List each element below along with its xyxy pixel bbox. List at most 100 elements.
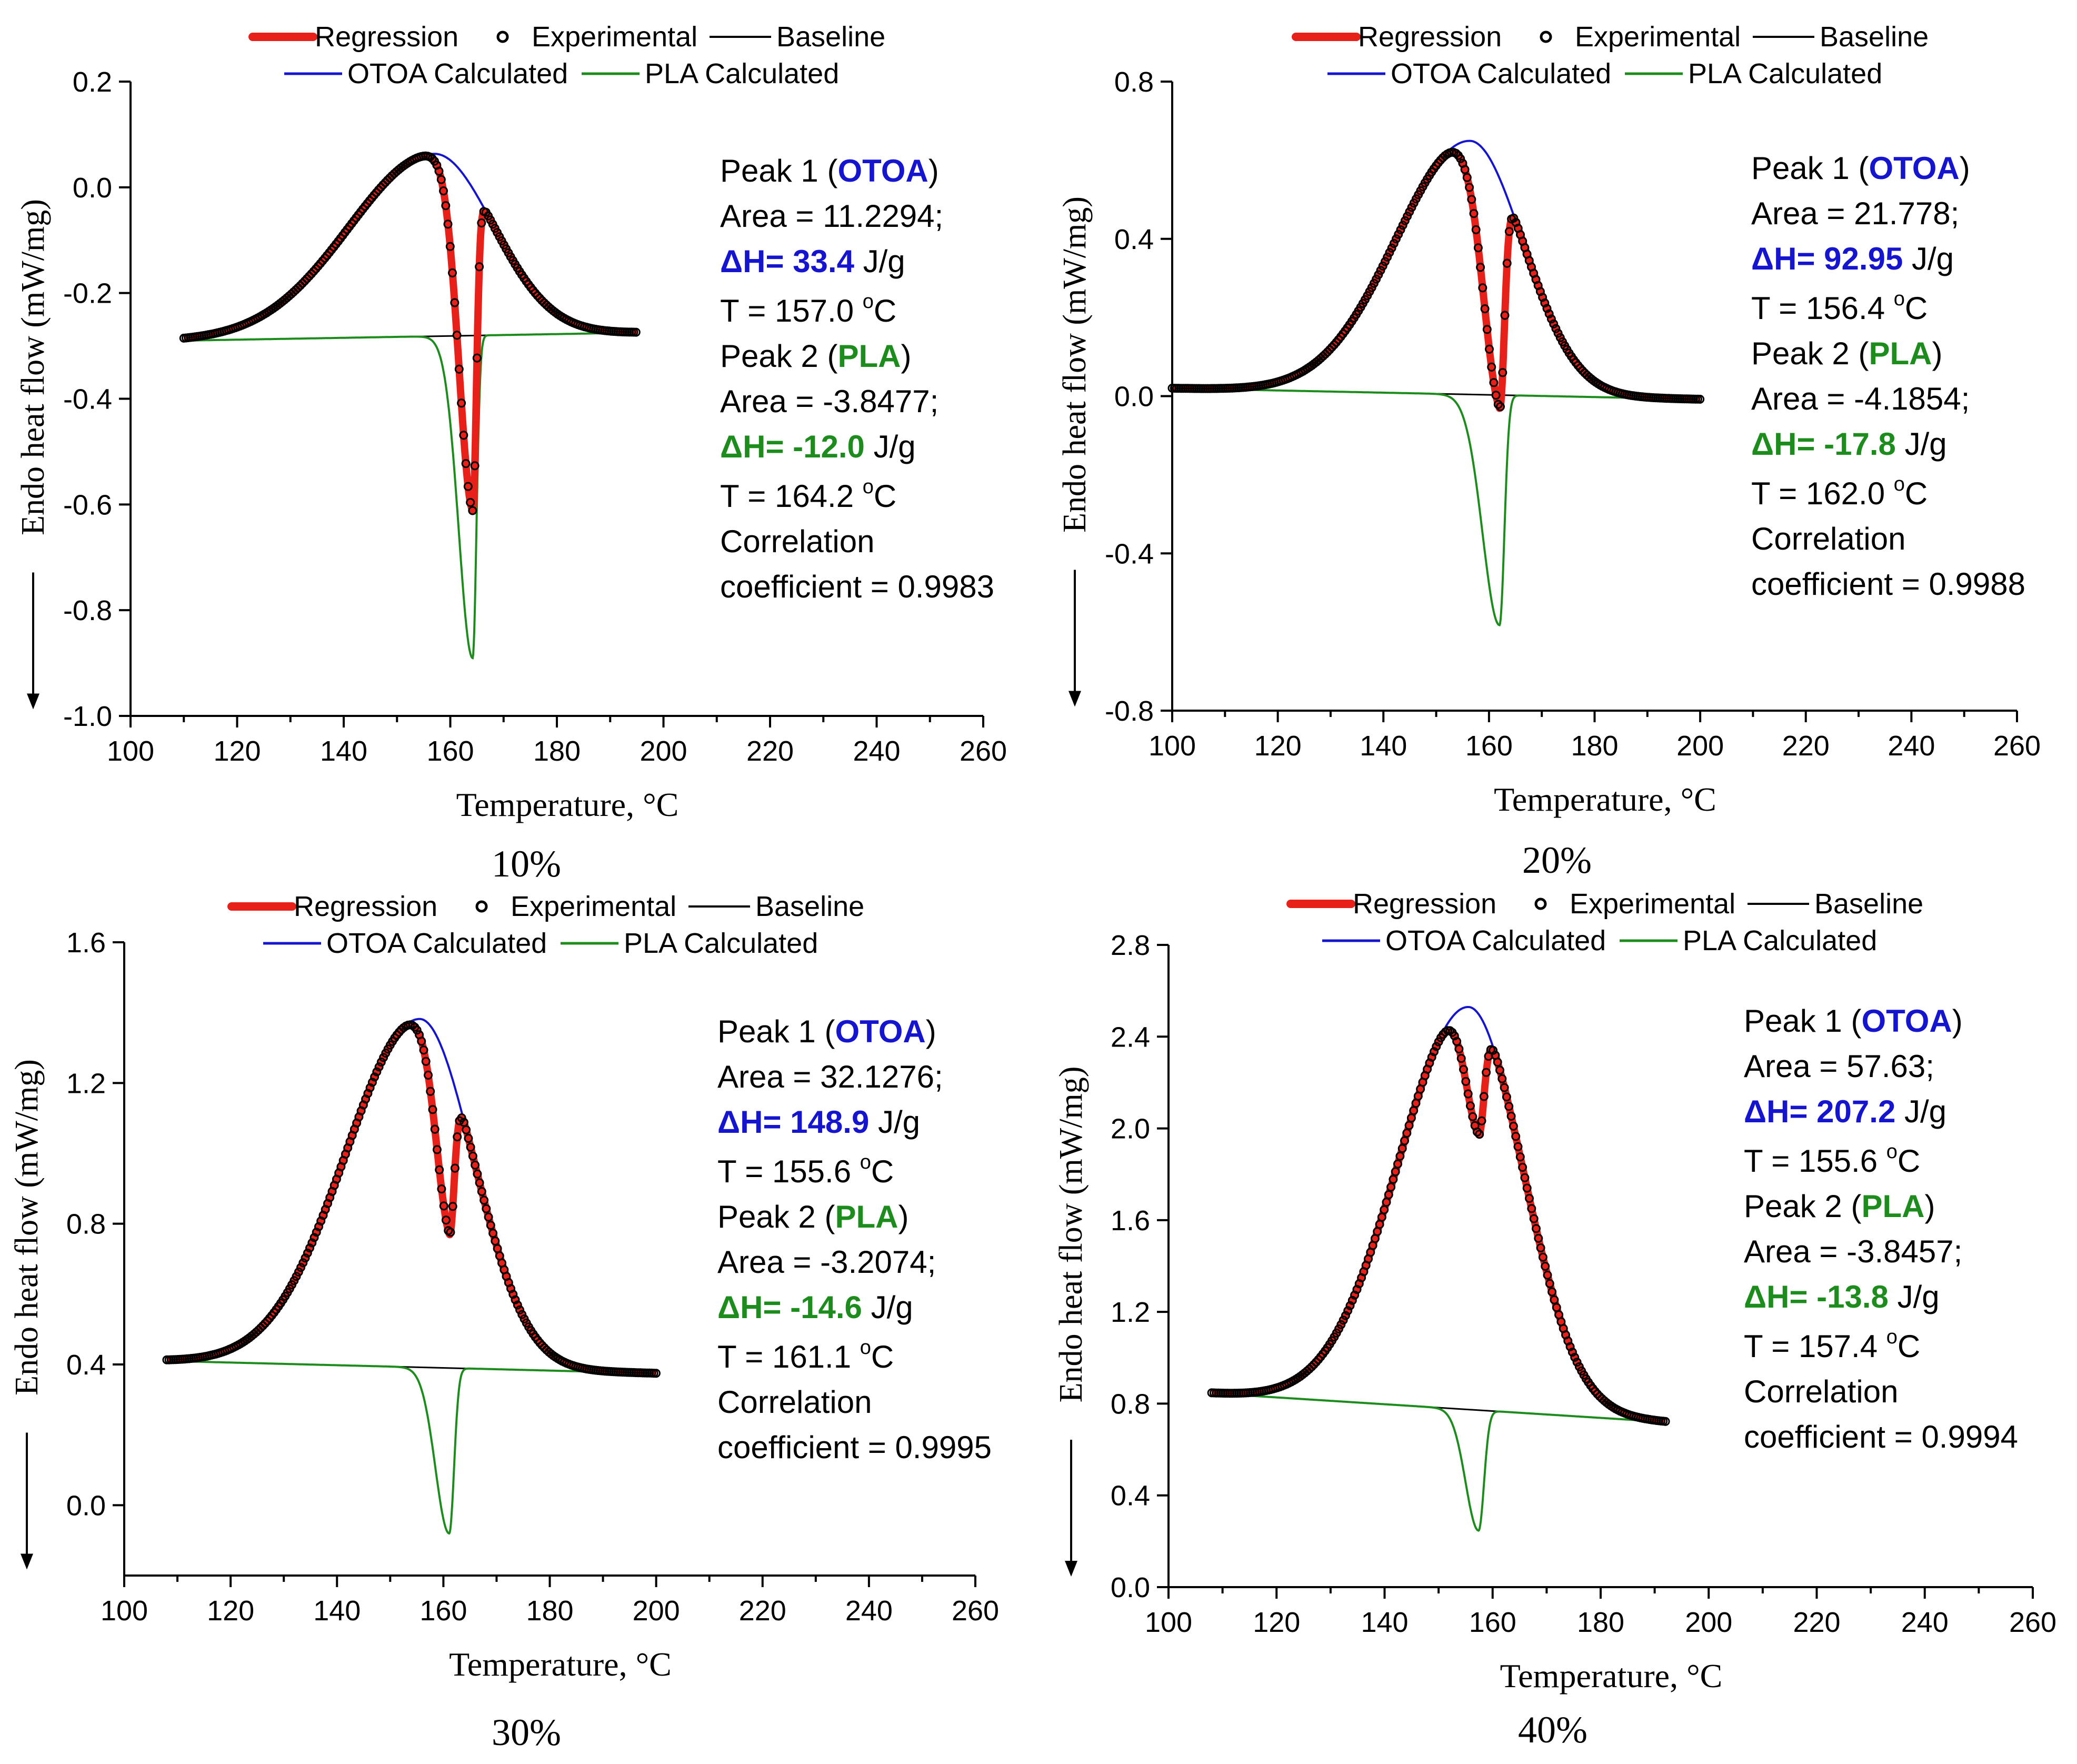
experimental-point — [1389, 239, 1399, 248]
x-tick-label: 240 — [845, 1595, 893, 1627]
experimental-point — [298, 278, 307, 288]
experimental-point — [1389, 1174, 1398, 1184]
experimental-point — [457, 1113, 466, 1122]
experimental-point — [1471, 225, 1481, 234]
legend-experimental-marker — [496, 31, 509, 43]
x-tick-label: 200 — [633, 1595, 680, 1627]
experimental-point — [424, 1070, 433, 1080]
experimental-point — [1475, 1130, 1484, 1139]
experimental-point — [463, 482, 473, 491]
peak-annotation: Peak 1 (OTOA) Area = 21.778; ΔH= 92.95 J/g… — [1751, 151, 2025, 602]
x-tick-label: 100 — [101, 1595, 148, 1627]
regression-line — [1169, 148, 1704, 412]
peak2-line: Peak 2 (PLA) — [1751, 336, 1942, 371]
experimental-point — [419, 1045, 428, 1055]
experimental-point — [1341, 1311, 1350, 1320]
experimental-point — [1384, 1190, 1393, 1199]
experimental-point — [445, 242, 455, 251]
dh1-line: ΔH= 33.4 J/g — [720, 244, 905, 279]
experimental-point — [1542, 304, 1552, 313]
x-tick-label: 200 — [1676, 730, 1724, 762]
experimental-point — [1493, 400, 1503, 409]
experimental-point — [1544, 309, 1554, 318]
regression-line — [1209, 1026, 1669, 1426]
y-axis-title: Endo heat flow (mW/mg) — [1057, 196, 1093, 533]
experimental-point — [1491, 391, 1501, 400]
experimental-point — [1403, 212, 1412, 221]
x-tick-label: 260 — [960, 735, 1007, 767]
peak1-line: Peak 1 (OTOA) — [720, 153, 939, 188]
t2-line: T = 157.4 oC — [1744, 1326, 1920, 1364]
experimental-point — [1472, 1127, 1482, 1137]
y-axis-title: Endo heat flow (mW/mg) — [9, 1059, 45, 1396]
experimental-point — [1395, 1151, 1405, 1161]
experimental-point — [294, 1267, 303, 1277]
experimental-point — [1394, 230, 1403, 239]
y-tick-label: 0.8 — [1114, 66, 1154, 98]
x-tick-label: 180 — [526, 1595, 573, 1627]
experimental-point — [1515, 1152, 1525, 1162]
x-tick-label: 140 — [313, 1595, 361, 1627]
pla-calculated-line — [1211, 1392, 1666, 1532]
experimental-point — [441, 1215, 451, 1225]
experimental-point — [1504, 1102, 1514, 1111]
experimental-point — [307, 1238, 317, 1248]
experimental-point — [484, 1212, 493, 1222]
experimental-point — [1661, 1417, 1670, 1426]
experimental-point — [1511, 1132, 1521, 1141]
experimental-point — [1570, 1352, 1580, 1362]
t2-line: T = 162.0 oC — [1751, 473, 1928, 511]
experimental-point — [470, 461, 480, 471]
experimental-point — [1551, 324, 1561, 333]
y-axis-title: Endo heat flow (mW/mg) — [15, 199, 51, 535]
area2-line: Area = -3.8457; — [1744, 1234, 1962, 1269]
chart-panel-4: Regression Experimental Baseline OTOA Calcu… — [1053, 888, 2056, 1751]
experimental-point — [1378, 261, 1387, 271]
experimental-point — [1480, 304, 1490, 314]
experimental-point — [1479, 1092, 1489, 1101]
legend-baseline-label: Baseline — [1820, 21, 1929, 53]
experimental-point — [1392, 234, 1401, 244]
x-tick-label: 120 — [1253, 1607, 1300, 1638]
experimental-point — [1496, 402, 1505, 411]
experimental-point — [376, 1058, 386, 1067]
experimental-point — [450, 1163, 460, 1173]
experimental-point — [475, 1178, 484, 1188]
peak2-line: Peak 2 (PLA) — [717, 1199, 908, 1234]
experimental-point — [1334, 1324, 1343, 1333]
panel-caption: 30% — [492, 1711, 561, 1753]
experimental-point — [466, 498, 475, 507]
experimental-point — [468, 1151, 477, 1161]
x-tick-label: 160 — [1465, 730, 1513, 762]
experimental-point — [1396, 225, 1405, 234]
experimental-point — [1504, 227, 1514, 236]
experimental-point — [515, 1305, 524, 1314]
experimental-point — [1463, 1089, 1473, 1099]
regression-line — [163, 1021, 660, 1377]
experimental-point — [1593, 1389, 1602, 1399]
experimental-point — [473, 1169, 482, 1179]
panel-caption: 20% — [1522, 839, 1592, 881]
y-tick-label: 0.0 — [66, 1490, 106, 1521]
experimental-point — [1520, 1173, 1530, 1182]
experimental-point — [1487, 362, 1496, 372]
pla-calculated-line — [1172, 387, 1701, 626]
x-tick-label: 220 — [1793, 1607, 1840, 1638]
experimental-point — [430, 1124, 440, 1134]
peak-annotation: Peak 1 (OTOA) Area = 11.2294; ΔH= 33.4 J/g… — [720, 153, 994, 604]
experimental-point — [472, 353, 482, 363]
x-tick-label: 140 — [320, 735, 367, 767]
experimental-point — [1383, 252, 1392, 262]
experimental-point — [376, 183, 385, 192]
experimental-point — [480, 1195, 489, 1205]
experimental-point — [1304, 1364, 1314, 1374]
chart-panel-2: Regression Experimental Baseline OTOA Calcu… — [1057, 21, 2041, 881]
experimental-point — [1482, 1068, 1491, 1077]
y-tick-label: 0.8 — [1111, 1388, 1150, 1420]
experimental-point — [370, 1072, 380, 1082]
legend: Regression Experimental Baseline OTOA Calcu… — [227, 891, 864, 959]
experimental-point — [508, 1290, 518, 1299]
otoa-calculated-line — [1172, 139, 1701, 401]
experimental-point — [1489, 1045, 1498, 1055]
experimental-point — [412, 1025, 422, 1035]
